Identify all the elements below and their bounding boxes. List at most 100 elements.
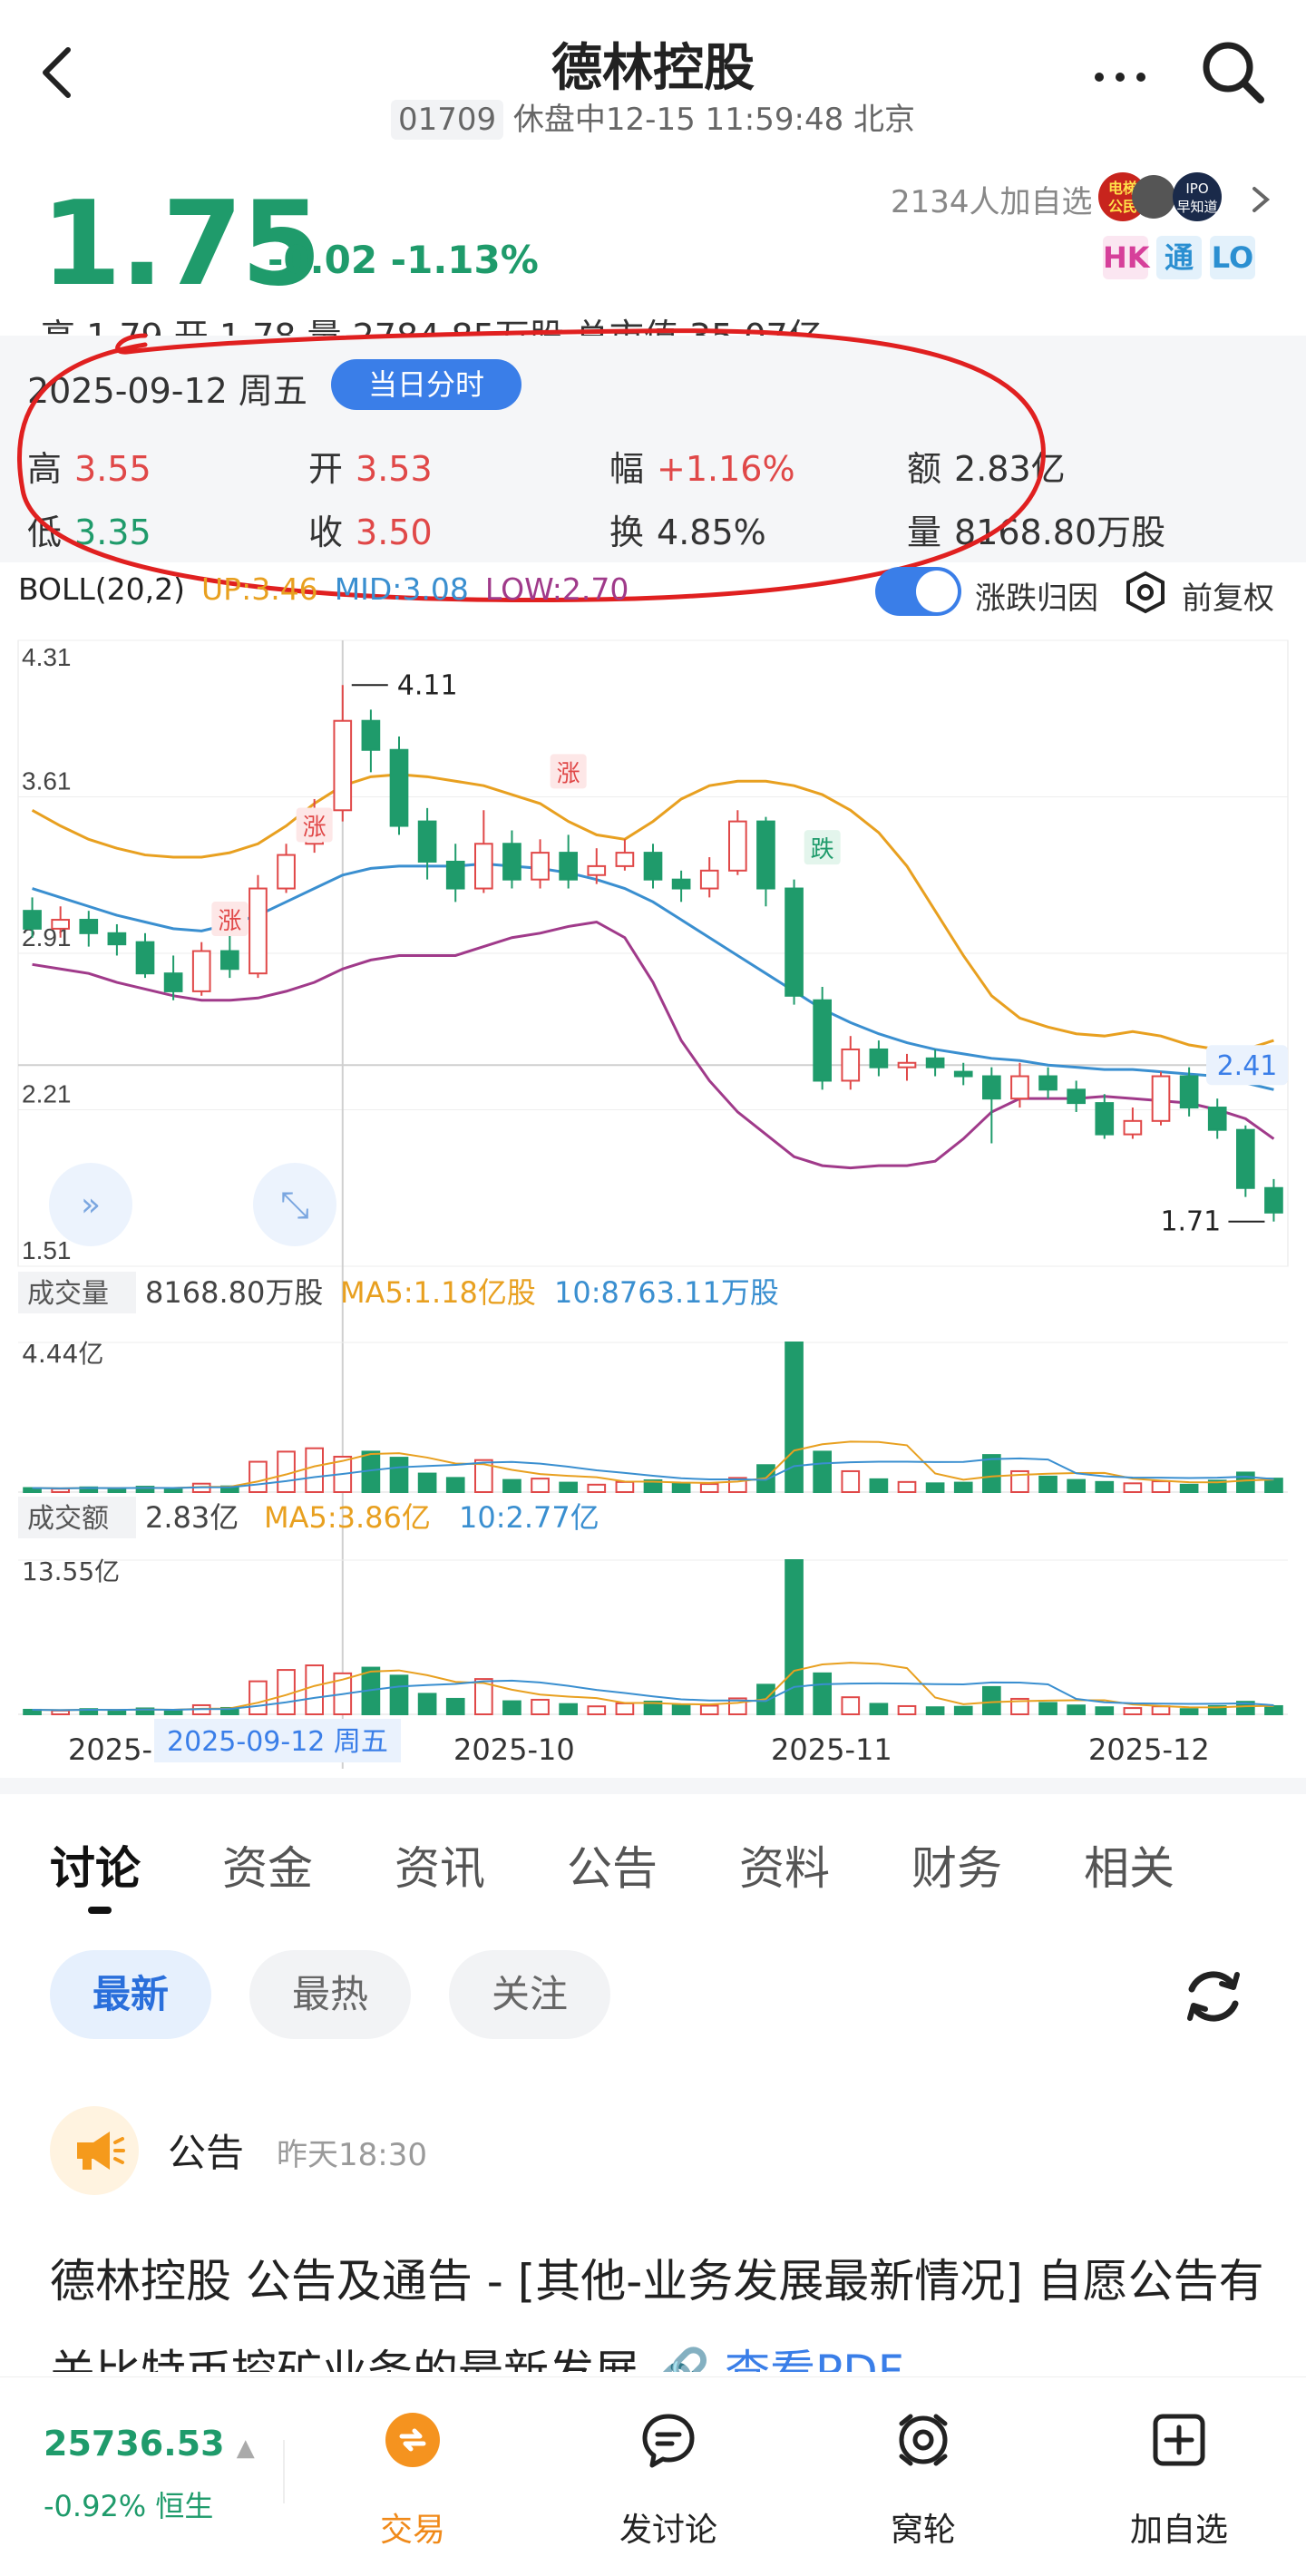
tab-related[interactable]: 相关: [1084, 1842, 1174, 1895]
chevron-right-icon[interactable]: [1247, 181, 1274, 218]
stat-volume-label: 量: [907, 512, 942, 552]
volume-bar: [869, 1478, 889, 1493]
candle-body: [897, 1061, 917, 1068]
tag-hk: HK: [1103, 236, 1150, 279]
watchers-count[interactable]: 2134人加自选: [891, 184, 1093, 220]
volume-bar: [1207, 1479, 1227, 1494]
candle-body: [333, 719, 353, 812]
amount-bar: [277, 1669, 296, 1715]
tab-discussion[interactable]: 讨论: [50, 1842, 141, 1895]
nav-post[interactable]: 发讨论: [587, 2404, 750, 2558]
candle-body: [135, 941, 155, 975]
candle-body: [841, 1048, 861, 1082]
candle-body: [502, 843, 521, 881]
amount-bar: [1151, 1705, 1171, 1715]
candle-body: [107, 932, 127, 946]
stat-turnover-value: 4.85%: [657, 512, 766, 552]
boll-name[interactable]: BOLL(20,2): [18, 571, 186, 607]
filter-hot[interactable]: 最热: [249, 1950, 411, 2039]
tab-announcements[interactable]: 公告: [567, 1842, 658, 1895]
stat-low: 低 3.35: [27, 504, 151, 554]
amount-bar: [305, 1664, 325, 1715]
candle-body: [1264, 1186, 1283, 1214]
candle-body: [389, 748, 409, 827]
volume-bar: [163, 1488, 183, 1494]
last-price-label: 2.41: [1217, 1050, 1278, 1082]
volume-bar: [643, 1478, 663, 1493]
target-icon: [899, 2414, 948, 2466]
volume-bar: [953, 1481, 973, 1494]
amount-title: 成交额: [27, 1503, 109, 1535]
y-tick-label: 1.51: [22, 1236, 72, 1264]
candle-body: [361, 719, 381, 751]
event-marker-bg: [804, 830, 841, 865]
active-tab-indicator: [88, 1907, 112, 1914]
search-icon[interactable]: [1197, 36, 1270, 109]
tab-funds[interactable]: 资金: [222, 1842, 313, 1895]
candle-body: [1067, 1088, 1087, 1105]
candle-body: [79, 919, 99, 934]
stat-open: 开 3.53: [308, 441, 433, 491]
candle-body: [191, 950, 211, 992]
amount-bar: [841, 1696, 861, 1715]
tab-profile[interactable]: 资料: [739, 1842, 830, 1895]
tab-news[interactable]: 资讯: [395, 1842, 485, 1895]
badge-text-2a: IPO: [1185, 181, 1208, 197]
nav-add-watchlist[interactable]: 加自选: [1097, 2404, 1261, 2558]
announcement-avatar[interactable]: [50, 2106, 139, 2195]
post-author[interactable]: 公告: [168, 2131, 245, 2175]
market-status: 休盘中12-15 11:59:48 北京: [512, 102, 916, 138]
intraday-button[interactable]: 当日分时: [331, 359, 521, 410]
current-price: 1.75: [41, 177, 322, 312]
candle-body: [249, 887, 268, 975]
tab-financials[interactable]: 财务: [911, 1842, 1002, 1895]
filter-latest[interactable]: 最新: [50, 1950, 211, 2039]
page-title: 德林控股: [551, 39, 755, 98]
candle-body: [785, 887, 804, 997]
candle-body: [23, 910, 42, 930]
attribution-toggle[interactable]: [875, 567, 961, 616]
amount-bar: [615, 1702, 635, 1715]
event-marker-bg: [211, 902, 249, 937]
boll-mid: MID:3.08: [334, 571, 469, 607]
boll-legend: BOLL(20,2) UP:3.46 MID:3.08 LOW:2.70: [18, 571, 629, 607]
x-tick-label: 2025-11: [771, 1732, 892, 1767]
candle-body: [1151, 1075, 1171, 1122]
post-content[interactable]: 德林控股 公告及通告 - [其他-业务发展最新情况] 自愿公告有关比特币挖矿业务…: [50, 2236, 1265, 2372]
amount-bar: [23, 1708, 42, 1716]
badge-text-1a: 电梯: [1108, 180, 1137, 197]
price-change: -0.02 -1.13%: [268, 238, 539, 282]
nav-warrants[interactable]: 窝轮: [842, 2404, 1005, 2558]
x-tick-label: 2025-12: [1088, 1732, 1210, 1767]
community-badges[interactable]: 电梯 公民 IPO 早知道: [1097, 171, 1232, 223]
amount-bar: [474, 1678, 493, 1716]
candle-body: [671, 878, 691, 890]
filter-following[interactable]: 关注: [449, 1950, 610, 2039]
more-icon[interactable]: [1088, 63, 1152, 91]
double-chevron-icon: »: [81, 1186, 101, 1224]
volume-bar: [23, 1487, 42, 1493]
volume-bar: [841, 1469, 861, 1494]
amount-bar: [1095, 1706, 1115, 1716]
adjust-mode-label[interactable]: 前复权: [1182, 581, 1274, 617]
amount-bar: [502, 1700, 521, 1715]
nav-trade[interactable]: 交易: [331, 2404, 494, 2558]
amount-bar: [559, 1703, 578, 1716]
volume-legend-0: 8168.80万股: [145, 1275, 323, 1310]
boll-line-mid: [32, 862, 1274, 1091]
volume-title-bg: [18, 1272, 136, 1313]
back-arrow-icon[interactable]: [27, 36, 91, 109]
amount-bar: [587, 1705, 607, 1715]
day-detail-panel: [0, 336, 1306, 562]
amount-bar: [389, 1674, 409, 1715]
stat-amount-value: 2.83亿: [954, 449, 1066, 489]
volume-bar: [587, 1483, 607, 1494]
refresh-icon[interactable]: [1179, 1962, 1248, 2031]
hexagon-settings-icon[interactable]: [1123, 570, 1168, 615]
volume-bar: [249, 1460, 268, 1494]
stock-status: 01709 休盘中12-15 11:59:48 北京: [0, 94, 1306, 140]
kline-chart[interactable]: 4.31 3.61 2.91 2.21 1.51 涨涨涨跌 4.11 1.71 2.41» ⤡ 成交…: [0, 626, 1306, 1778]
hsi-index-value[interactable]: 25736.53 ▲: [44, 2424, 255, 2464]
pdf-link[interactable]: 🔗 查看PDF: [654, 2346, 904, 2372]
